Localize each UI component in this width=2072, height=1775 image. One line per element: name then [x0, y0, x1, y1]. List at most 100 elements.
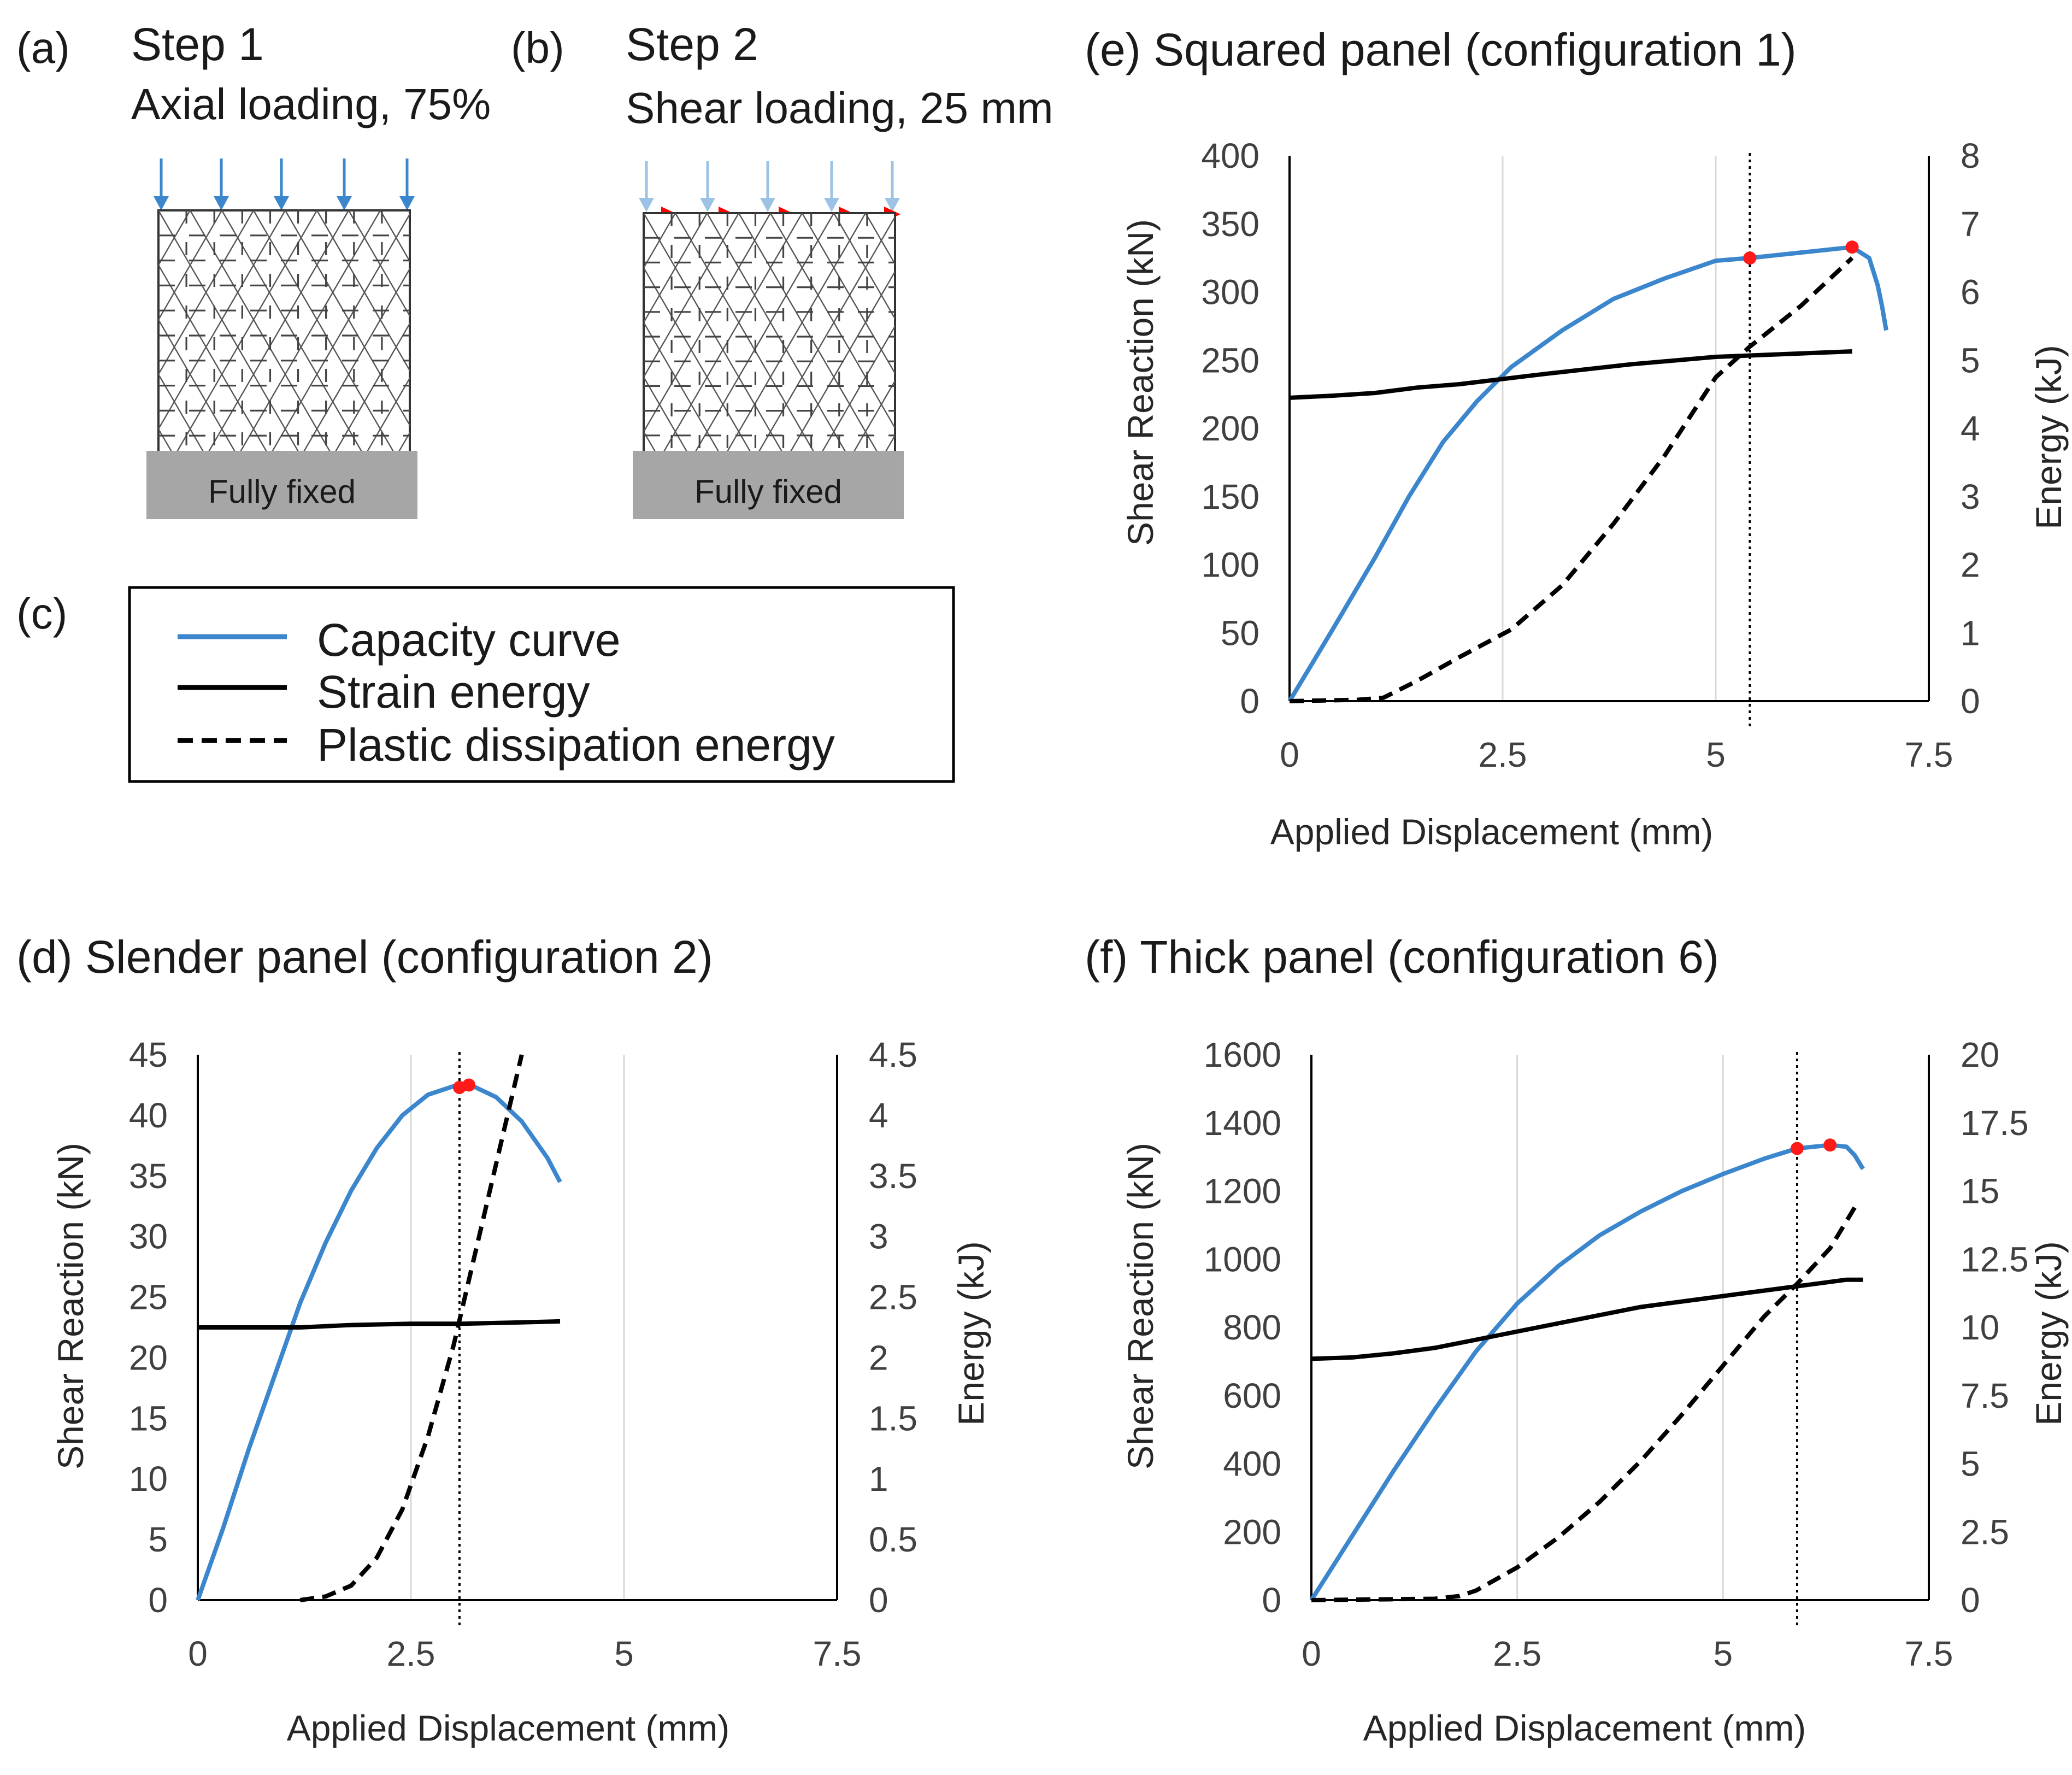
legend-capacity-text: Capacity curve — [317, 614, 621, 666]
chart-thick-panel: (f) Thick panel (configuration 6) Applie… — [1085, 931, 2069, 1748]
y2-tick-label: 0.5 — [869, 1520, 917, 1559]
panel-b: (b) Step 2 Shear loading, 25 mm Fully fi… — [511, 19, 1053, 519]
y2-tick-label: 12.5 — [1961, 1239, 2029, 1279]
y-tick-label: 0 — [148, 1580, 168, 1620]
y-tick-label: 0 — [1240, 681, 1259, 721]
y2-tick-label: 17.5 — [1961, 1103, 2029, 1143]
strain-series-line — [1311, 1277, 1863, 1361]
chart-e-xlabel: Applied Displacement (mm) — [1270, 812, 1714, 852]
y2-tick-label: 0 — [1961, 681, 1980, 721]
chart-d-y2label: Energy (kJ) — [951, 1241, 991, 1425]
y-tick-label: 1000 — [1204, 1239, 1281, 1279]
y2-tick-label: 7.5 — [1961, 1376, 2009, 1415]
chart-f-xlabel: Applied Displacement (mm) — [1363, 1708, 1806, 1748]
x-tick-label: 0 — [188, 1634, 208, 1673]
lattice-panel-b — [643, 212, 896, 461]
chart-f-y2label: Energy (kJ) — [2028, 1241, 2069, 1425]
legend-plastic-text: Plastic dissipation energy — [317, 719, 835, 771]
y2-tick-label: 5 — [1961, 340, 1980, 380]
y-tick-label: 10 — [129, 1459, 168, 1498]
y2-tick-label: 5 — [1961, 1444, 1980, 1484]
y-tick-label: 600 — [1223, 1376, 1281, 1415]
fixed-support-a — [146, 451, 417, 519]
peak-marker — [1823, 1138, 1837, 1152]
y2-tick-label: 7 — [1961, 204, 1980, 244]
panel-a-subtitle: Axial loading, 75% — [131, 80, 491, 128]
y-tick-label: 20 — [129, 1338, 168, 1377]
y-tick-label: 800 — [1223, 1308, 1281, 1347]
plastic-series-line — [1289, 256, 1854, 703]
lattice-panel-a — [157, 209, 411, 462]
y-tick-label: 1200 — [1204, 1172, 1281, 1211]
y-tick-label: 45 — [129, 1035, 168, 1074]
chart-e-ylabel: Shear Reaction (kN) — [1120, 219, 1161, 546]
strain-series-line — [198, 1319, 561, 1330]
y2-tick-label: 3.5 — [869, 1156, 917, 1196]
y-tick-label: 30 — [129, 1217, 168, 1256]
y2-tick-label: 2.5 — [1961, 1512, 2009, 1551]
y-tick-label: 5 — [148, 1520, 168, 1559]
y2-tick-label: 20 — [1961, 1035, 1999, 1074]
capacity-series-line — [1309, 1143, 1865, 1602]
y-tick-label: 200 — [1223, 1512, 1281, 1551]
y2-tick-label: 3 — [869, 1217, 888, 1256]
y-tick-label: 250 — [1201, 340, 1259, 380]
y2-tick-label: 6 — [1961, 273, 1980, 312]
fixed-support-b-label: Fully fixed — [694, 473, 842, 510]
x-tick-label: 7.5 — [813, 1634, 862, 1673]
fixed-support-a-label: Fully fixed — [208, 473, 356, 510]
y2-tick-label: 3 — [1961, 477, 1980, 516]
x-tick-label: 0 — [1280, 735, 1299, 774]
y-tick-label: 0 — [1262, 1580, 1281, 1620]
y2-tick-label: 0 — [1961, 1580, 1980, 1620]
panel-b-subtitle: Shear loading, 25 mm — [626, 84, 1053, 132]
y-tick-label: 100 — [1201, 545, 1259, 585]
y2-tick-label: 8 — [1961, 136, 1980, 175]
chart-f-title: (f) Thick panel (configuration 6) — [1085, 931, 1719, 983]
panel-a: (a) Step 1 Axial loading, 75% Fully fixe… — [16, 19, 491, 519]
chart-f-ylabel: Shear Reaction (kN) — [1120, 1143, 1161, 1470]
plastic-series-line — [1311, 1206, 1857, 1602]
x-tick-label: 2.5 — [387, 1634, 435, 1673]
y2-tick-label: 2.5 — [869, 1278, 917, 1317]
panel-a-label: (a) — [16, 23, 70, 72]
y2-tick-label: 2 — [1961, 545, 1980, 585]
capacity-series-line — [1287, 245, 1888, 703]
y2-tick-label: 1 — [869, 1459, 888, 1498]
y2-tick-label: 1 — [1961, 613, 1980, 653]
y-tick-label: 350 — [1201, 204, 1259, 244]
y2-tick-label: 2 — [869, 1338, 888, 1377]
y2-tick-label: 1.5 — [869, 1398, 917, 1438]
peak-marker — [1845, 240, 1859, 254]
panel-a-title: Step 1 — [131, 19, 264, 70]
strain-series-line — [1289, 349, 1852, 400]
y-tick-label: 1400 — [1204, 1103, 1281, 1143]
peak-marker — [462, 1078, 476, 1092]
y2-tick-label: 10 — [1961, 1308, 1999, 1347]
y-tick-label: 400 — [1223, 1444, 1281, 1484]
legend-box — [128, 586, 955, 783]
y-tick-label: 300 — [1201, 273, 1259, 312]
chart-slender-panel: (d) Slender panel (configuration 2) Appl… — [16, 931, 991, 1748]
chart-d-ylabel: Shear Reaction (kN) — [50, 1143, 91, 1470]
x-tick-label: 7.5 — [1905, 1634, 1953, 1673]
x-tick-label: 5 — [1706, 735, 1726, 774]
chart-e-y2label: Energy (kJ) — [2028, 345, 2069, 529]
x-tick-label: 0 — [1302, 1634, 1321, 1673]
chart-squared-panel: (e) Squared panel (configuration 1) Appl… — [1085, 24, 2069, 852]
fixed-support-b — [633, 451, 904, 519]
panel-b-title: Step 2 — [626, 19, 758, 70]
y-tick-label: 200 — [1201, 409, 1259, 448]
peak-marker — [1743, 251, 1757, 265]
chart-d-title: (d) Slender panel (configuration 2) — [16, 931, 713, 983]
chart-d-xlabel: Applied Displacement (mm) — [287, 1708, 730, 1748]
x-tick-label: 7.5 — [1905, 735, 1953, 774]
peak-marker — [1790, 1142, 1804, 1155]
y-tick-label: 1600 — [1204, 1035, 1281, 1074]
y2-tick-label: 0 — [869, 1580, 888, 1620]
y2-tick-label: 4 — [1961, 409, 1980, 448]
chart-e-title: (e) Squared panel (configuration 1) — [1085, 24, 1797, 75]
x-tick-label: 2.5 — [1493, 1634, 1541, 1673]
